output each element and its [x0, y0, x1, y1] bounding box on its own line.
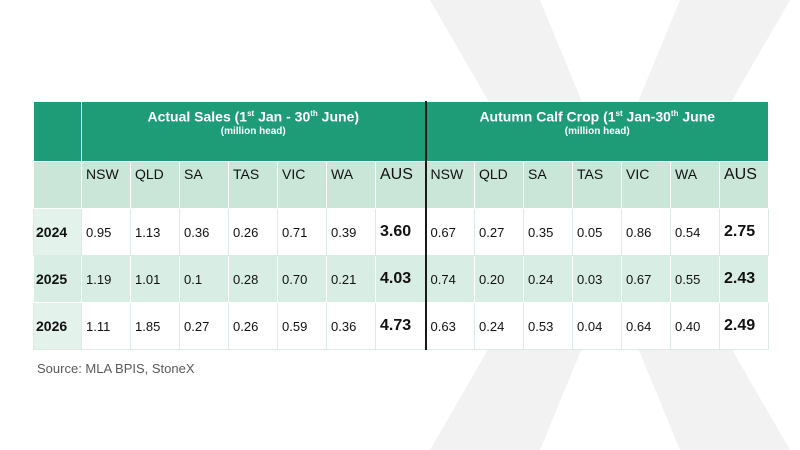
group-subtitle: (million head) [220, 125, 286, 137]
row-year: 2024 [33, 208, 82, 256]
cell-calf-tas: 0.04 [572, 302, 622, 350]
column-header-calf-tas: TAS [572, 161, 622, 209]
cell-sales-tas: 0.26 [228, 302, 278, 350]
column-header-sales-wa: WA [326, 161, 376, 209]
column-header-sales-aus: AUS [375, 161, 426, 209]
column-header-sales-tas: TAS [228, 161, 278, 209]
table-row: 2026 1.11 1.85 0.27 0.26 0.59 0.36 4.73 0.63 0.24… [33, 302, 769, 350]
cell-calf-tas: 0.03 [572, 255, 622, 303]
group-header-row: Actual Sales (1st Jan - 30th June) (mill… [33, 101, 769, 162]
column-header-calf-nsw: NSW [424, 161, 475, 209]
cell-calf-sa: 0.53 [523, 302, 573, 350]
cell-calf-aus: 2.43 [719, 255, 769, 303]
cell-sales-qld: 1.85 [130, 302, 180, 350]
column-header-calf-sa: SA [523, 161, 573, 209]
cell-sales-vic: 0.70 [277, 255, 327, 303]
column-header-calf-qld: QLD [474, 161, 524, 209]
cell-calf-aus: 2.49 [719, 302, 769, 350]
cell-sales-nsw: 1.11 [81, 302, 131, 350]
cell-calf-qld: 0.20 [474, 255, 524, 303]
cell-sales-qld: 1.13 [130, 208, 180, 256]
source-note: Source: MLA BPIS, StoneX [37, 361, 195, 376]
cell-calf-wa: 0.40 [670, 302, 720, 350]
group-title: Actual Sales (1st Jan - 30th June) [147, 108, 360, 125]
column-header-sales-vic: VIC [277, 161, 327, 209]
group-title: Autumn Calf Crop (1st Jan-30th June [479, 108, 716, 125]
header-corner [33, 101, 82, 162]
table-row: 2025 1.19 1.01 0.1 0.28 0.70 0.21 4.03 0.74 0.20 0… [33, 255, 769, 303]
cell-sales-vic: 0.71 [277, 208, 327, 256]
cell-sales-nsw: 1.19 [81, 255, 131, 303]
cell-calf-wa: 0.55 [670, 255, 720, 303]
cell-calf-nsw: 0.63 [424, 302, 475, 350]
cell-calf-aus: 2.75 [719, 208, 769, 256]
cell-sales-tas: 0.26 [228, 208, 278, 256]
cell-sales-tas: 0.28 [228, 255, 278, 303]
cell-calf-qld: 0.27 [474, 208, 524, 256]
cell-sales-vic: 0.59 [277, 302, 327, 350]
cell-sales-qld: 1.01 [130, 255, 180, 303]
group-header-actual-sales: Actual Sales (1st Jan - 30th June) (mill… [81, 101, 426, 162]
column-header-calf-aus: AUS [719, 161, 769, 209]
cell-calf-nsw: 0.74 [424, 255, 475, 303]
cell-sales-sa: 0.1 [179, 255, 229, 303]
cell-calf-wa: 0.54 [670, 208, 720, 256]
cell-sales-aus: 3.60 [375, 208, 426, 256]
cell-sales-aus: 4.73 [375, 302, 426, 350]
column-header-sales-qld: QLD [130, 161, 180, 209]
group-header-calf-crop: Autumn Calf Crop (1st Jan-30th June (mil… [424, 101, 769, 162]
column-header-calf-vic: VIC [621, 161, 671, 209]
cell-calf-vic: 0.86 [621, 208, 671, 256]
cell-sales-sa: 0.36 [179, 208, 229, 256]
cell-calf-vic: 0.67 [621, 255, 671, 303]
cell-sales-sa: 0.27 [179, 302, 229, 350]
table-row: 2024 0.95 1.13 0.36 0.26 0.71 0.39 3.60 0.67 0.27… [33, 208, 769, 256]
row-year: 2026 [33, 302, 82, 350]
cell-calf-qld: 0.24 [474, 302, 524, 350]
cell-calf-vic: 0.64 [621, 302, 671, 350]
cell-calf-nsw: 0.67 [424, 208, 475, 256]
column-header-corner [33, 161, 82, 209]
cell-calf-sa: 0.24 [523, 255, 573, 303]
cell-sales-wa: 0.39 [326, 208, 376, 256]
cell-sales-wa: 0.36 [326, 302, 376, 350]
cell-sales-nsw: 0.95 [81, 208, 131, 256]
group-subtitle: (million head) [564, 125, 630, 137]
cell-calf-sa: 0.35 [523, 208, 573, 256]
cell-calf-tas: 0.05 [572, 208, 622, 256]
cell-sales-aus: 4.03 [375, 255, 426, 303]
column-header-sales-nsw: NSW [81, 161, 131, 209]
column-header-calf-wa: WA [670, 161, 720, 209]
column-header-row: NSW QLD SA TAS VIC WA AUS NSW QLD SA TAS VIC WA AUS [33, 161, 769, 209]
row-year: 2025 [33, 255, 82, 303]
cattle-table: Actual Sales (1st Jan - 30th June) (mill… [33, 101, 769, 350]
cell-sales-wa: 0.21 [326, 255, 376, 303]
column-header-sales-sa: SA [179, 161, 229, 209]
